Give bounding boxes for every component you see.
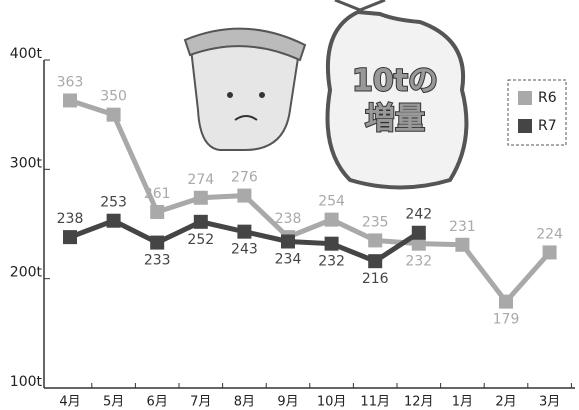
x-tick-label: 2月: [495, 395, 516, 410]
y-tick-label: 300t: [10, 155, 43, 171]
data-label: 238: [275, 211, 302, 227]
bag-illustration: [325, 0, 469, 190]
data-label: 232: [318, 254, 345, 270]
marker: [411, 236, 426, 251]
x-tick-label: 10月: [317, 395, 347, 410]
annotation: 10tの: [352, 64, 438, 99]
marker: [324, 212, 339, 227]
y-tick-label: 100t: [10, 374, 43, 390]
data-label: 231: [449, 219, 476, 235]
legend-label: R7: [538, 118, 557, 134]
data-label: 234: [275, 251, 302, 267]
y-tick-label: 400t: [10, 46, 43, 62]
data-label: 242: [405, 207, 432, 223]
marker: [63, 93, 77, 108]
y-tick-label: 200t: [10, 265, 43, 281]
x-tick-label: 4月: [59, 395, 80, 410]
marker: [455, 237, 470, 252]
data-label: 254: [318, 194, 345, 210]
x-tick-label: 7月: [190, 395, 211, 410]
data-label: 252: [187, 232, 214, 248]
legend-swatch: [518, 91, 532, 105]
legend-label: R6: [538, 90, 557, 106]
data-label: 233: [144, 253, 171, 269]
data-label: 216: [362, 271, 389, 287]
x-tick-label: 6月: [147, 395, 168, 410]
marker: [542, 245, 557, 260]
x-tick-label: 9月: [277, 395, 298, 410]
data-label: 238: [57, 211, 84, 227]
x-tick-label: 1月: [452, 395, 473, 410]
data-label: 363: [57, 74, 84, 90]
marker: [324, 236, 339, 251]
data-label: 274: [187, 172, 214, 188]
marker: [237, 224, 252, 239]
data-label: 224: [536, 226, 563, 242]
data-label: 253: [100, 195, 127, 211]
marker: [499, 294, 513, 309]
data-label: 243: [231, 242, 258, 258]
marker: [368, 233, 383, 248]
data-label: 235: [362, 214, 389, 230]
marker: [411, 225, 426, 240]
data-label: 179: [493, 312, 520, 328]
data-label: 350: [100, 89, 127, 105]
marker: [63, 230, 77, 245]
marker: [237, 188, 252, 203]
x-tick-label: 12月: [404, 395, 434, 410]
x-tick-label: 5月: [103, 395, 124, 410]
x-tick-label: 8月: [234, 395, 255, 410]
marker: [281, 234, 295, 249]
marker: [106, 107, 121, 122]
marker: [150, 204, 165, 219]
legend-box: [507, 79, 567, 146]
data-label: 261: [144, 186, 171, 202]
x-tick-label: 11月: [360, 395, 390, 410]
data-label: 276: [231, 170, 258, 186]
marker: [150, 235, 165, 250]
legend-swatch: [518, 119, 532, 133]
marker: [193, 214, 208, 229]
marker: [193, 190, 208, 205]
basket-illustration: [183, 27, 307, 151]
series-line: [69, 98, 552, 306]
annotation: 増量: [365, 102, 425, 137]
marker: [368, 254, 383, 269]
marker: [106, 213, 121, 228]
x-tick-label: 3月: [539, 395, 560, 410]
data-label: 232: [405, 254, 432, 270]
